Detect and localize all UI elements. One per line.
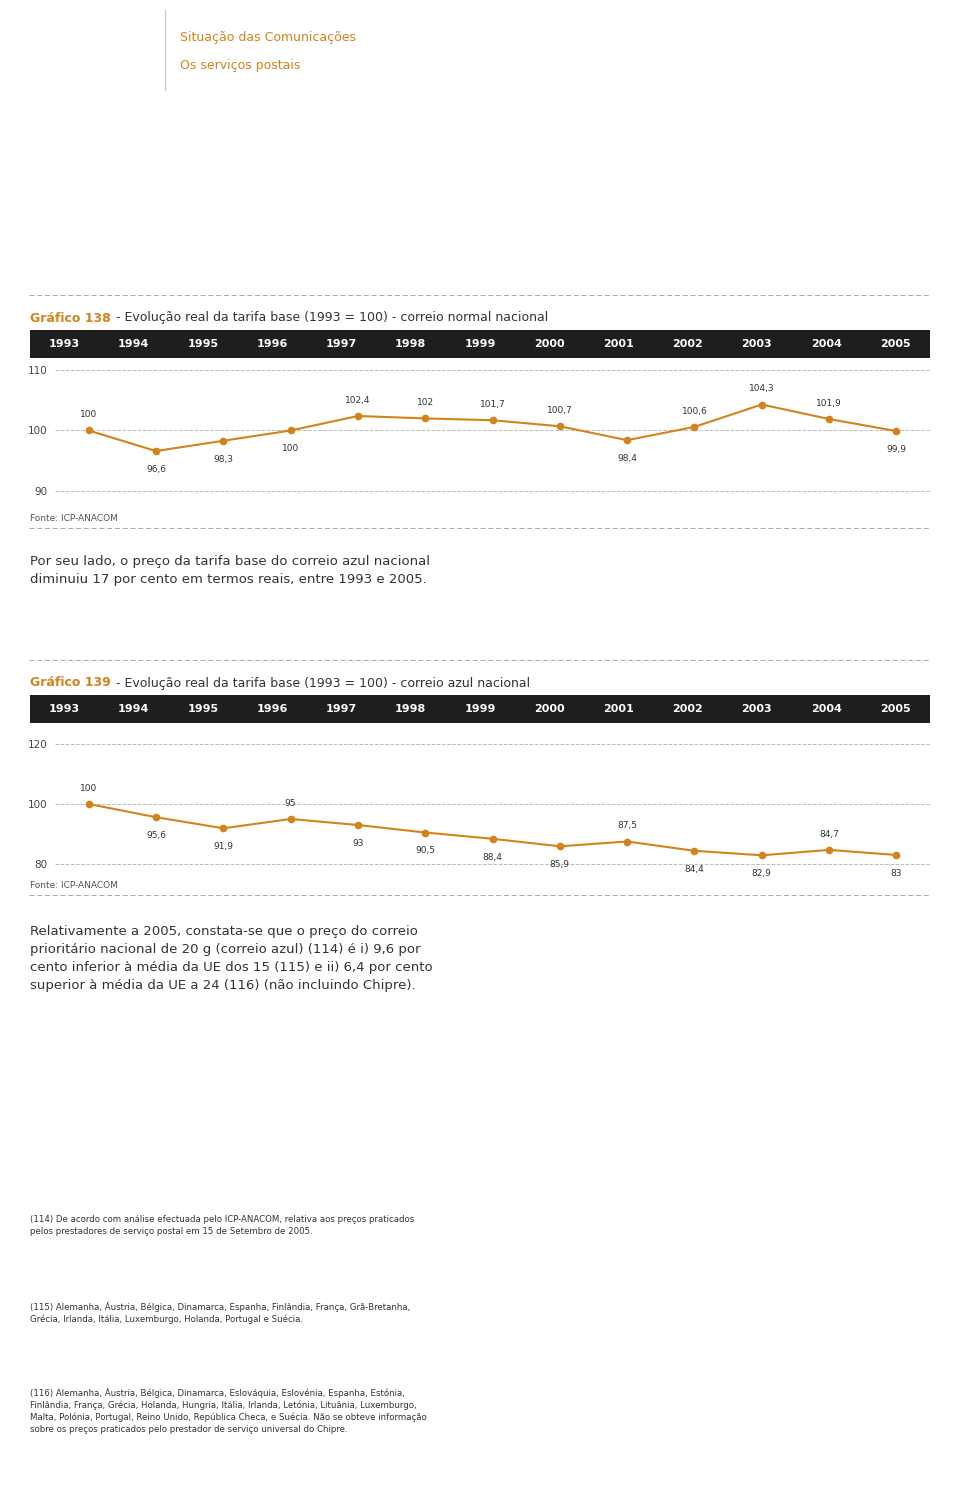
Text: 96,6: 96,6 xyxy=(146,464,166,474)
Text: 2000: 2000 xyxy=(534,339,564,348)
Text: 1996: 1996 xyxy=(256,339,288,348)
Text: 2001: 2001 xyxy=(603,339,634,348)
Text: 84,4: 84,4 xyxy=(684,864,705,873)
Text: 98,3: 98,3 xyxy=(213,454,233,463)
Text: 95,6: 95,6 xyxy=(146,831,166,840)
Text: 1997: 1997 xyxy=(325,339,357,348)
Text: 2004: 2004 xyxy=(810,339,842,348)
Text: 2005: 2005 xyxy=(880,704,911,713)
Text: 101,9: 101,9 xyxy=(816,400,842,407)
Text: 2003: 2003 xyxy=(742,339,772,348)
Text: 83: 83 xyxy=(891,869,902,878)
Text: 2003: 2003 xyxy=(742,704,772,713)
Text: Por seu lado, o preço da tarifa base do correio azul nacional
diminuiu 17 por ce: Por seu lado, o preço da tarifa base do … xyxy=(30,555,430,587)
Text: 2005: 2005 xyxy=(880,339,911,348)
Text: Relativamente a 2005, constata-se que o preço do correio
prioritário nacional de: Relativamente a 2005, constata-se que o … xyxy=(30,924,433,992)
Text: 2002: 2002 xyxy=(672,704,703,713)
Text: Os serviços postais: Os serviços postais xyxy=(180,59,300,71)
Text: Fonte: ICP-ANACOM: Fonte: ICP-ANACOM xyxy=(30,514,118,522)
Text: 104,3: 104,3 xyxy=(749,385,775,394)
Text: 1998: 1998 xyxy=(396,339,426,348)
Text: (116) Alemanha, Áustria, Bélgica, Dinamarca, Eslováquia, Eslovénia, Espanha, Est: (116) Alemanha, Áustria, Bélgica, Dinama… xyxy=(30,1387,427,1434)
Text: 1996: 1996 xyxy=(256,704,288,713)
Text: - Evolução real da tarifa base (1993 = 100) - correio normal nacional: - Evolução real da tarifa base (1993 = 1… xyxy=(112,312,549,324)
Text: 1993: 1993 xyxy=(49,339,81,348)
Text: 2002: 2002 xyxy=(672,339,703,348)
Text: 90,5: 90,5 xyxy=(415,846,435,855)
Text: 2001: 2001 xyxy=(603,704,634,713)
Text: 98,4: 98,4 xyxy=(617,454,637,463)
Text: 1998: 1998 xyxy=(396,704,426,713)
Text: 99,9: 99,9 xyxy=(886,445,906,454)
Text: 100: 100 xyxy=(80,410,97,419)
Text: 101,7: 101,7 xyxy=(480,400,505,409)
Text: 1994: 1994 xyxy=(118,339,150,348)
Text: (114) De acordo com análise efectuada pelo ICP-ANACOM, relativa aos preços prati: (114) De acordo com análise efectuada pe… xyxy=(30,1215,415,1235)
Text: 82,9: 82,9 xyxy=(752,869,772,878)
Text: Gráfico 139: Gráfico 139 xyxy=(30,677,110,689)
Text: Situação das Comunicações: Situação das Comunicações xyxy=(180,32,356,45)
Text: 1999: 1999 xyxy=(465,704,495,713)
Text: 91,9: 91,9 xyxy=(213,841,233,851)
Text: 2004: 2004 xyxy=(810,704,842,713)
Text: 1999: 1999 xyxy=(465,339,495,348)
Text: 100: 100 xyxy=(80,784,97,793)
Text: 84,7: 84,7 xyxy=(819,829,839,838)
Text: 102,4: 102,4 xyxy=(346,397,371,404)
Text: - Evolução real da tarifa base (1993 = 100) - correio azul nacional: - Evolução real da tarifa base (1993 = 1… xyxy=(112,677,531,689)
Text: (115) Alemanha, Áustria, Bélgica, Dinamarca, Espanha, Finlândia, França, Grã-Bre: (115) Alemanha, Áustria, Bélgica, Dinama… xyxy=(30,1301,410,1324)
Text: 95: 95 xyxy=(285,799,297,808)
Text: 88,4: 88,4 xyxy=(483,852,502,861)
Text: 102: 102 xyxy=(417,398,434,407)
Text: 85,9: 85,9 xyxy=(550,860,570,869)
Text: 1995: 1995 xyxy=(187,704,219,713)
Text: 1997: 1997 xyxy=(325,704,357,713)
Text: 1993: 1993 xyxy=(49,704,81,713)
Text: 1994: 1994 xyxy=(118,704,150,713)
Text: 2000: 2000 xyxy=(534,704,564,713)
Text: 100: 100 xyxy=(282,445,300,454)
Text: 1995: 1995 xyxy=(187,339,219,348)
Text: Gráfico 138: Gráfico 138 xyxy=(30,312,110,324)
Text: 100,6: 100,6 xyxy=(682,407,708,416)
Text: 100,7: 100,7 xyxy=(547,406,573,415)
Text: 93: 93 xyxy=(352,838,364,847)
Text: Fonte: ICP-ANACOM: Fonte: ICP-ANACOM xyxy=(30,882,118,891)
Text: 87,5: 87,5 xyxy=(617,822,637,831)
